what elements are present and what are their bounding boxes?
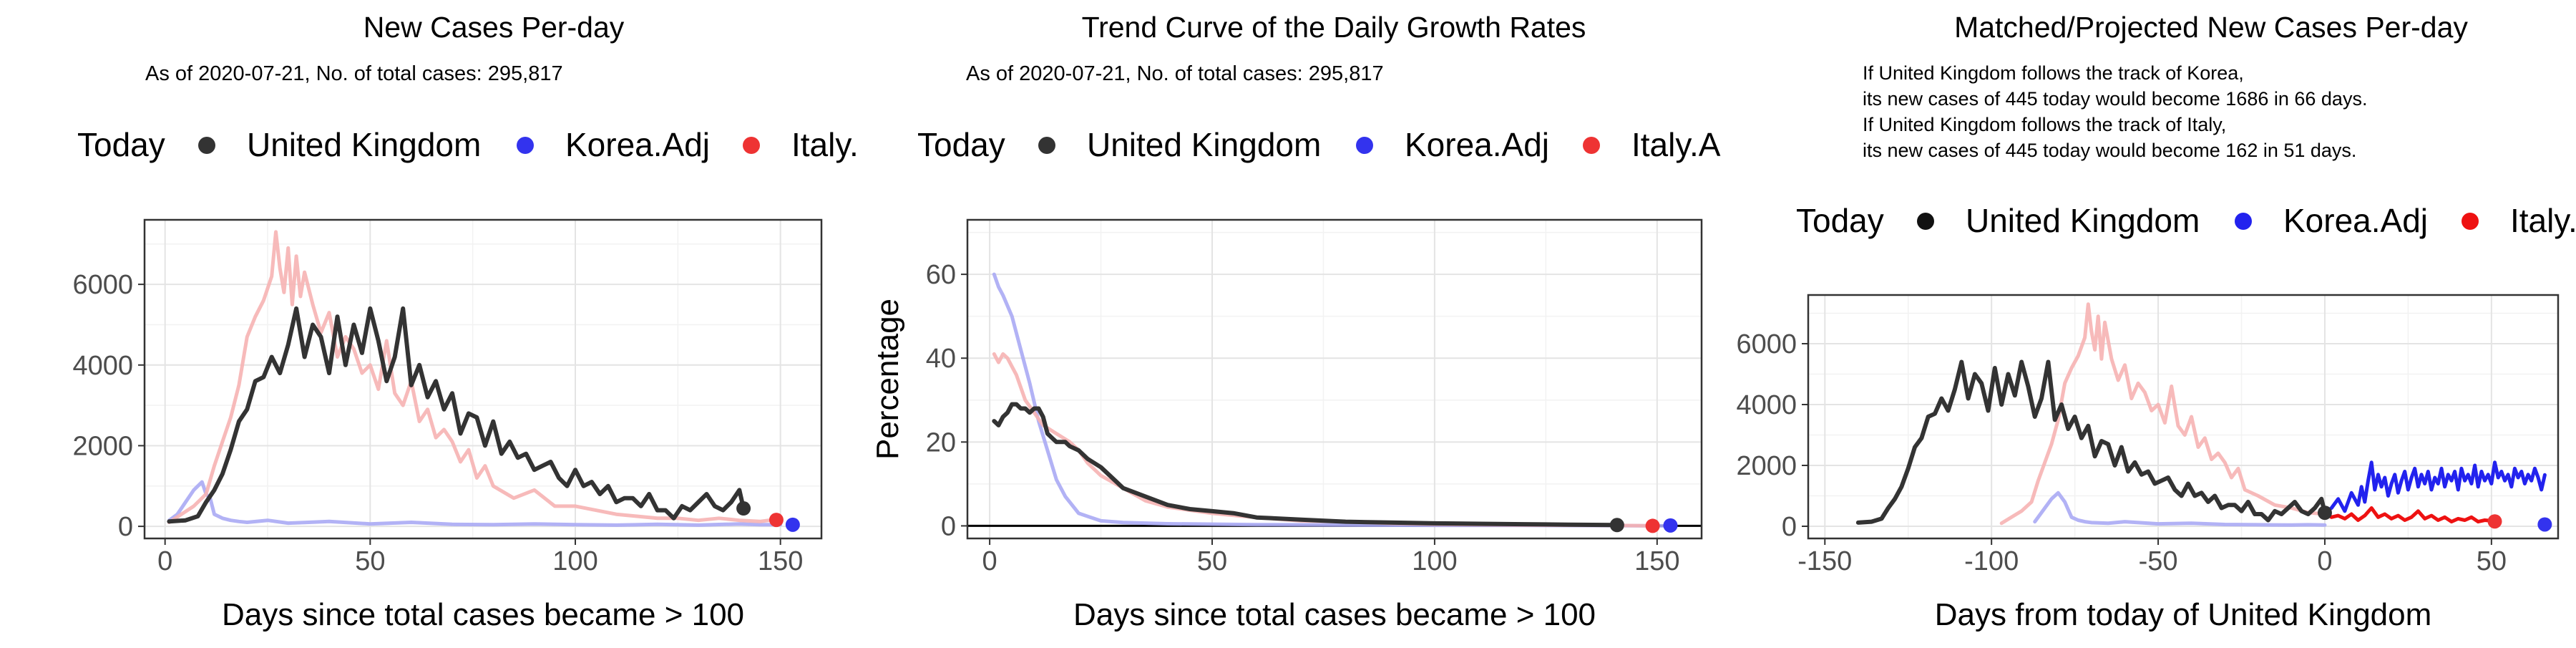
panel-1-tick-label-y: 2000: [72, 431, 133, 461]
panel-1-series-korea-adj: [167, 480, 783, 527]
panel-3-legend-key-korea: [2235, 213, 2252, 230]
panel-2-legend-key-uk: [1038, 137, 1055, 154]
panel-3-legend-label-italy: Italy.: [2510, 202, 2576, 239]
panel-3-series-united-kingdom: [1855, 359, 2327, 525]
panel-2-y-axis-title: Percentage: [870, 299, 905, 460]
panel-2-legend-title: Today: [917, 126, 1005, 163]
panel-1-today-point-united-kingdom: [736, 501, 751, 516]
panel-3-plot: -150 -100 -50 0 50 0 2000 4000 6000 Days from tod…: [1736, 294, 2560, 632]
panel-1-tick-label-y: 0: [118, 512, 133, 542]
panel-1-tick-label-y: 4000: [72, 351, 133, 381]
panel-1-today-point-korea-adj: [785, 517, 800, 532]
panel-2-frame: [966, 218, 1703, 540]
panel-2-tick-label-y: 20: [926, 427, 956, 458]
panel-3-today-point-italy: [2487, 514, 2502, 529]
panel-2-tick-label-x: 0: [982, 546, 997, 576]
panel-2-today-point-korea-adj: [1663, 518, 1678, 533]
panel-3-header: Matched/Projected New Cases Per-day If U…: [1796, 11, 2576, 239]
panel-2-tick-label-y: 60: [926, 260, 956, 290]
panel-1-legend-key-uk: [198, 137, 215, 154]
panel-1-legend-title: Today: [77, 126, 165, 163]
panel-2-series-united-kingdom: [992, 402, 1619, 528]
panel-1-today-point-italy: [769, 513, 784, 528]
panel-1-tick-label-x: 150: [758, 546, 803, 576]
panel-2-header: Trend Curve of the Daily Growth Rates As…: [917, 11, 1721, 163]
panel-1-tick-label-x: 50: [355, 546, 385, 576]
panel-3-frame: [1807, 294, 2560, 540]
panel-3-tick-label-x: 50: [2477, 546, 2507, 576]
panel-2-today-point-italy: [1645, 518, 1660, 533]
panel-3-series-korea-adj: [2033, 490, 2327, 527]
panel-3-today-point-united-kingdom: [2317, 506, 2332, 521]
panel-1-series-italy: [167, 230, 774, 524]
panel-3-subtitle-line-4: its new cases of 445 today would become …: [1863, 140, 2356, 161]
panel-3-tick-label-x: -50: [2139, 546, 2178, 576]
panel-2-tick-label-x: 150: [1634, 546, 1679, 576]
panel-3-subtitle-line-1: If United Kingdom follows the track of K…: [1863, 62, 2244, 84]
panel-1-tick-label-y: 6000: [72, 270, 133, 300]
panel-1-series-united-kingdom: [167, 306, 746, 524]
panel-1-legend-key-italy: [743, 137, 760, 154]
panel-1-subtitle: As of 2020-07-21, No. of total cases: 29…: [145, 62, 563, 85]
panel-2-legend-label-italy: Italy.A: [1631, 126, 1721, 163]
panel-3-subtitle-line-2: its new cases of 445 today would become …: [1863, 88, 2367, 110]
panel-3-legend-key-italy: [2462, 213, 2479, 230]
panel-2-tick-label-y: 0: [941, 511, 956, 541]
panel-3-legend-key-uk: [1917, 213, 1934, 230]
panel-1-x-axis-title: Days since total cases became > 100: [222, 597, 744, 632]
panel-2-title: Trend Curve of the Daily Growth Rates: [1082, 11, 1586, 44]
panel-2-legend-label-korea: Korea.Adj: [1405, 126, 1549, 163]
panel-3-legend-label-uk: United Kingdom: [1966, 202, 2200, 239]
panel-2-tick-label-x: 100: [1412, 546, 1457, 576]
panel-2-subtitle: As of 2020-07-21, No. of total cases: 29…: [966, 62, 1384, 85]
panel-1-header: New Cases Per-day As of 2020-07-21, No. …: [77, 11, 859, 163]
panel-3-title: Matched/Projected New Cases Per-day: [1954, 11, 2468, 44]
panel-1-legend-label-korea: Korea.Adj: [565, 126, 710, 163]
panel-3-tick-label-y: 6000: [1736, 329, 1797, 359]
panel-3-x-axis-title: Days from today of United Kingdom: [1935, 597, 2432, 632]
panel-3-tick-label-y: 0: [1782, 512, 1797, 542]
panel-2-plot: 0 50 100 150 0 20 40 60 Days since total cases b…: [870, 218, 1703, 632]
panel-3-tick-label-y: 4000: [1736, 390, 1797, 420]
panel-3-legend-label-korea: Korea.Adj: [2283, 202, 2428, 239]
panel-2-tick-label-x: 50: [1197, 546, 1227, 576]
panel-1-frame: [143, 218, 823, 540]
panel-2-today-point-united-kingdom: [1609, 518, 1624, 533]
panel-3-tick-label-x: 0: [2317, 546, 2332, 576]
panel-1-title: New Cases Per-day: [364, 11, 625, 44]
panel-2-legend-key-korea: [1356, 137, 1373, 154]
panel-3-tick-label-x: -100: [1964, 546, 2019, 576]
panel-3-series-italy-projected: [2323, 506, 2497, 524]
panel-2-legend-key-italy: [1583, 137, 1600, 154]
panel-3-subtitle-line-3: If United Kingdom follows the track of I…: [1863, 114, 2226, 135]
panel-1-legend-key-korea: [517, 137, 534, 154]
panel-3-series-korea-adj-projected: [2323, 460, 2547, 515]
panel-2-legend-label-uk: United Kingdom: [1087, 126, 1321, 163]
panel-2-x-axis-title: Days since total cases became > 100: [1073, 597, 1596, 632]
panel-1-tick-label-x: 100: [552, 546, 597, 576]
panel-3-legend-title: Today: [1796, 202, 1884, 239]
panel-1-tick-label-x: 0: [157, 546, 172, 576]
panel-1-legend-label-italy: Italy.: [791, 126, 859, 163]
panel-3-tick-label-y: 2000: [1736, 451, 1797, 481]
panel-2-tick-label-y: 40: [926, 344, 956, 374]
panel-1-legend-label-uk: United Kingdom: [247, 126, 481, 163]
panel-1-plot: 0 50 100 150 0 2000 4000 6000 Days since total c…: [72, 218, 823, 632]
panel-3-series-italy: [1999, 302, 2327, 526]
panel-3-today-point-korea-adj: [2537, 517, 2552, 532]
panel-3-tick-label-x: -150: [1797, 546, 1852, 576]
